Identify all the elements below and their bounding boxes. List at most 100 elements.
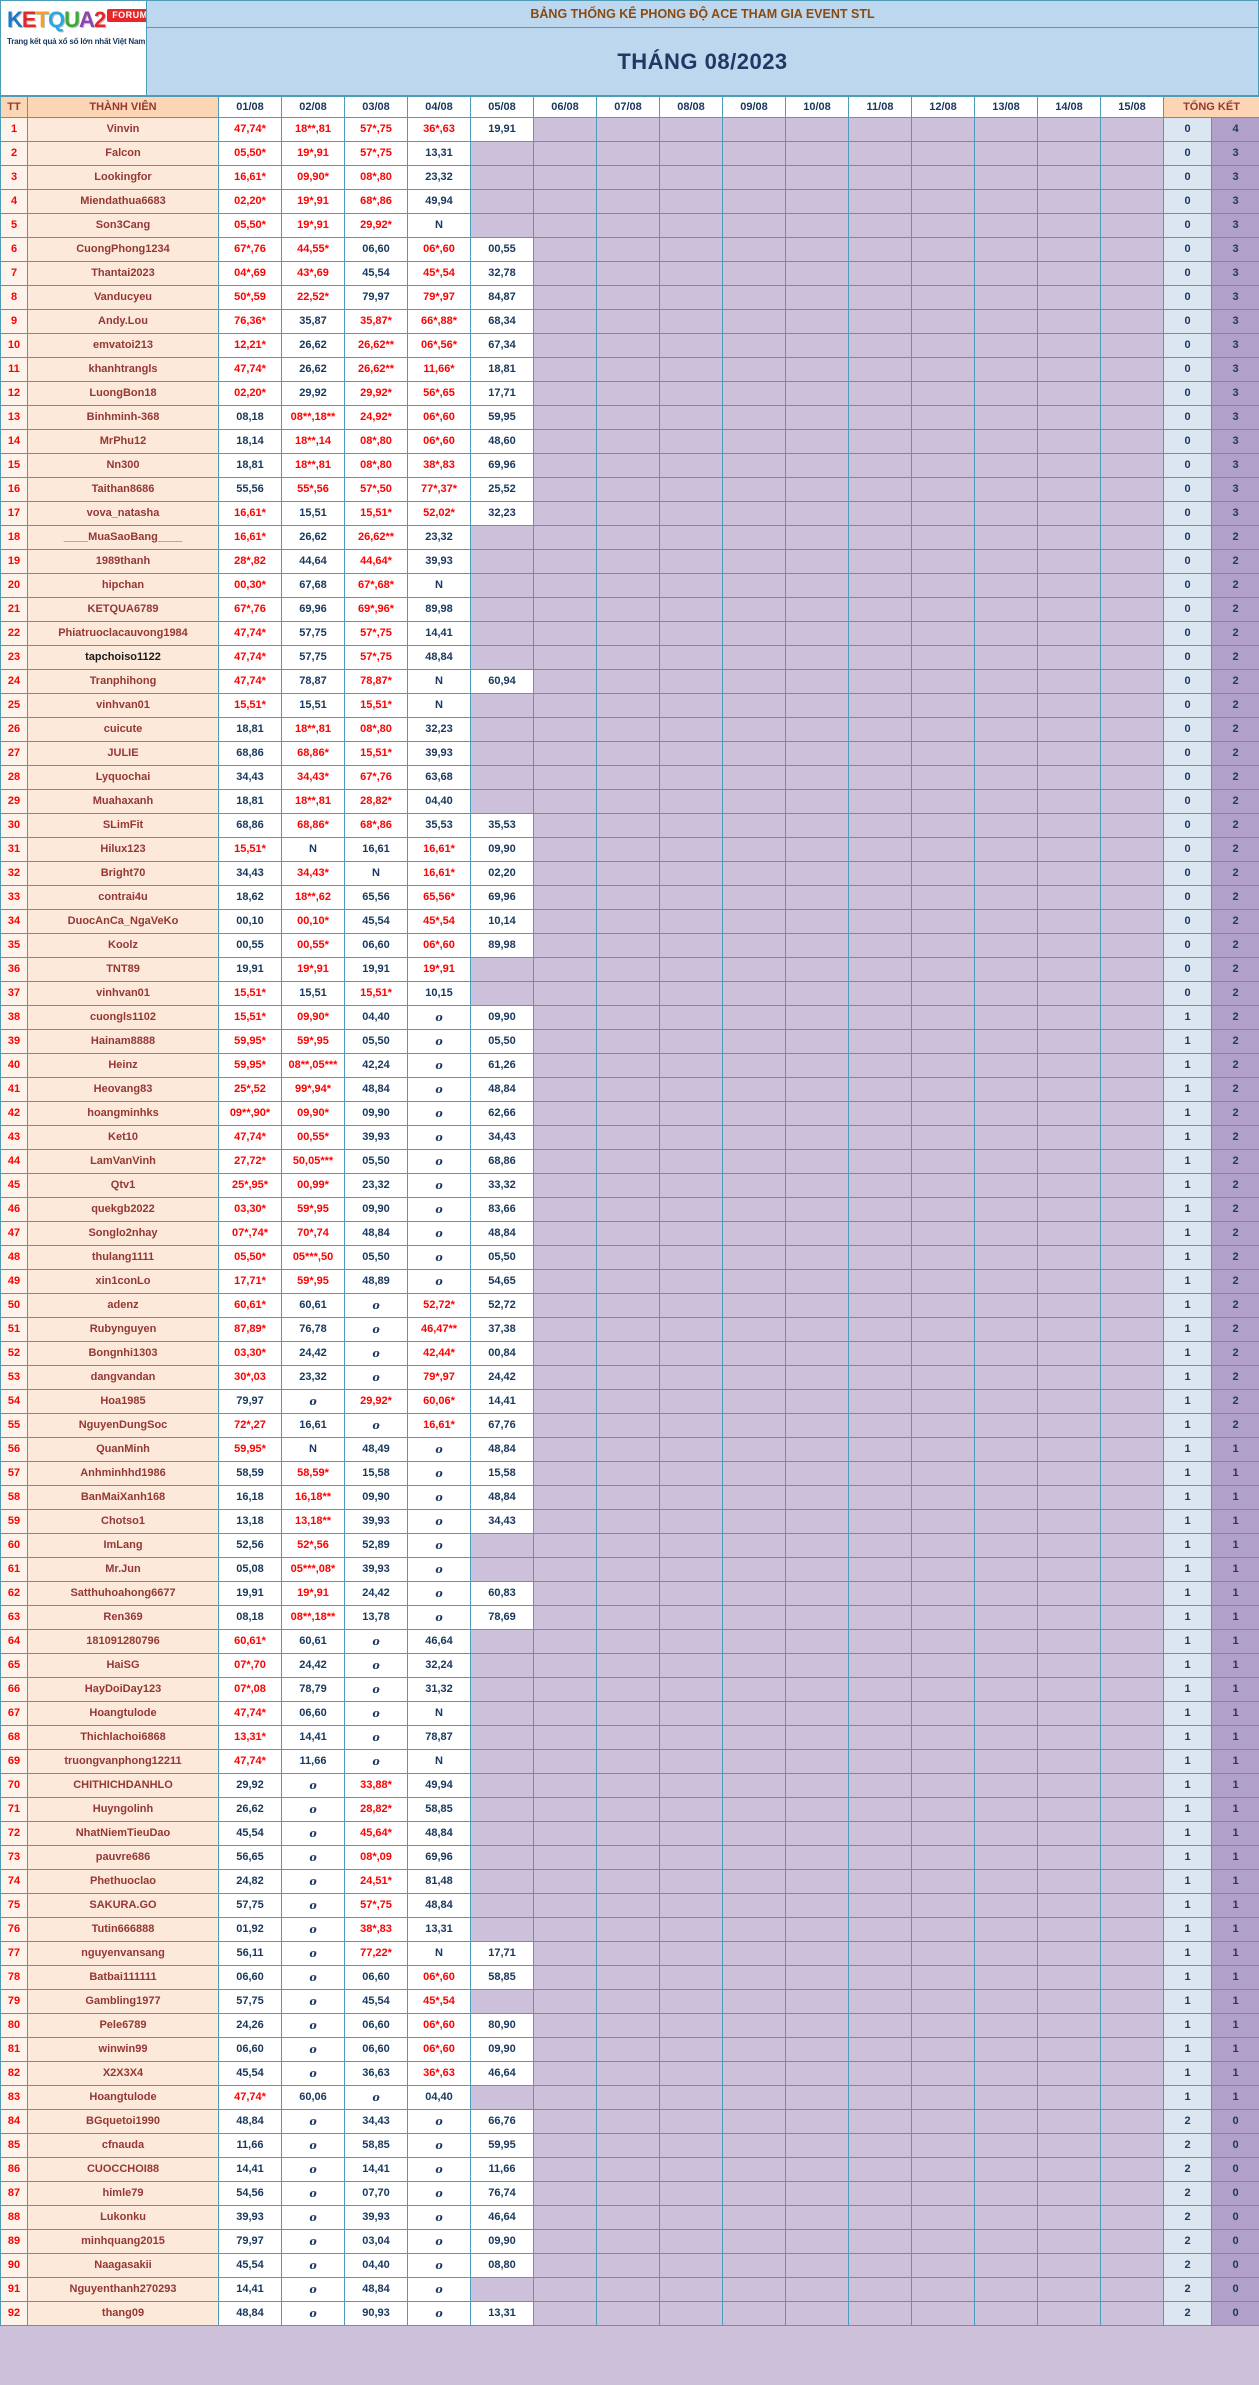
total-wins: 2 [1211,861,1259,886]
empty-cell [596,597,660,622]
empty-cell [911,1605,975,1630]
day-value-cell: N [407,693,471,718]
forum-logo[interactable]: KETQUA2 FORUM Trang kết quả xổ số lớn nhấ… [0,0,147,96]
row-number: 2 [0,141,28,166]
empty-cell [1037,1077,1101,1102]
empty-cell [596,405,660,430]
day-value-cell: 19,91 [218,1581,282,1606]
member-name: Ket10 [27,1125,219,1150]
empty-cell [722,1989,786,2014]
empty-cell [533,1725,597,1750]
empty-cell [974,813,1038,838]
missed-day-cell: o [344,1317,408,1342]
empty-cell [911,285,975,310]
empty-cell [659,117,723,142]
empty-cell [722,789,786,814]
empty-cell [974,1773,1038,1798]
day-value-cell: 15,51* [344,741,408,766]
day-value-cell: 00,84 [470,1341,534,1366]
total-missed: 1 [1163,1365,1212,1390]
empty-cell [596,1533,660,1558]
empty-cell [785,885,849,910]
empty-cell [533,1365,597,1390]
day-value-cell: 66*,88* [407,309,471,334]
day-value-cell: 90,93 [344,2301,408,2326]
table-row: 23 tapchoiso1122 47,74* 57,75 57*,75 48,84 0 2 [0,645,1259,670]
missed-day-cell: o [344,1413,408,1438]
total-missed: 1 [1163,1749,1212,1774]
empty-cell [1037,1581,1101,1606]
table-row: 5 Son3Cang 05,50* 19*,91 29,92* N 0 3 [0,213,1259,238]
empty-cell [785,117,849,142]
day-value-cell: 29,92 [281,381,345,406]
day-value-cell: 67,76 [470,1413,534,1438]
empty-cell [785,1653,849,1678]
day-value-cell: 06,60 [344,2037,408,2062]
empty-cell [911,1941,975,1966]
empty-cell [533,1197,597,1222]
day-value-cell: 47,74* [218,1701,282,1726]
day-value-cell: 26,62 [218,1797,282,1822]
empty-cell [1037,717,1101,742]
empty-cell [1100,2229,1164,2254]
empty-cell [911,453,975,478]
day-value-cell: 79,97 [344,285,408,310]
day-value-cell: 09,90 [470,1005,534,1030]
empty-cell [974,1869,1038,1894]
day-value-cell: 00,30* [218,573,282,598]
total-missed: 0 [1163,645,1212,670]
empty-cell [722,717,786,742]
empty-cell [1100,2301,1164,2326]
row-number: 78 [0,1965,28,1990]
day-value-cell: 06*,60 [407,933,471,958]
col-header-02-08: 02/08 [281,96,345,118]
empty-cell [848,549,912,574]
empty-cell [659,2133,723,2158]
table-row: 13 Binhminh-368 08,18 08**,18** 24,92* 06*,60… [0,405,1259,430]
table-row: 59 Chotso1 13,18 13,18** 39,93 o 34,43 1 1 [0,1509,1259,1534]
empty-cell [785,717,849,742]
empty-cell [848,165,912,190]
day-value-cell: 06,60 [218,2037,282,2062]
day-value-cell: 23,32 [407,525,471,550]
day-value-cell: 99*,94* [281,1077,345,1102]
empty-cell [470,573,534,598]
day-value-cell: 18**,81 [281,789,345,814]
day-value-cell: 84,87 [470,285,534,310]
day-value-cell: 24,42 [281,1341,345,1366]
day-value-cell: 57*,50 [344,477,408,502]
day-value-cell: N [344,861,408,886]
day-value-cell: 10,14 [470,909,534,934]
empty-cell [659,549,723,574]
empty-cell [722,1653,786,1678]
empty-cell [911,1173,975,1198]
day-value-cell: 06,60 [344,1965,408,1990]
empty-cell [596,1677,660,1702]
empty-cell [722,213,786,238]
empty-cell [848,2061,912,2086]
empty-cell [722,1893,786,1918]
missed-day-cell: o [281,1821,345,1846]
empty-cell [974,189,1038,214]
empty-cell [533,597,597,622]
day-value-cell: 19*,91 [281,1581,345,1606]
empty-cell [848,1365,912,1390]
total-missed: 1 [1163,1941,1212,1966]
empty-cell [1037,1701,1101,1726]
empty-cell [785,1893,849,1918]
empty-cell [533,1653,597,1678]
total-wins: 2 [1211,1173,1259,1198]
day-value-cell: 58,85 [470,1965,534,1990]
empty-cell [848,1821,912,1846]
member-name: Andy.Lou [27,309,219,334]
empty-cell [1037,117,1101,142]
member-name: Pele6789 [27,2013,219,2038]
empty-cell [596,909,660,934]
empty-cell [470,957,534,982]
total-missed: 0 [1163,669,1212,694]
empty-cell [470,1845,534,1870]
empty-cell [848,117,912,142]
empty-cell [1100,477,1164,502]
row-number: 31 [0,837,28,862]
day-value-cell: 28,82* [344,1797,408,1822]
